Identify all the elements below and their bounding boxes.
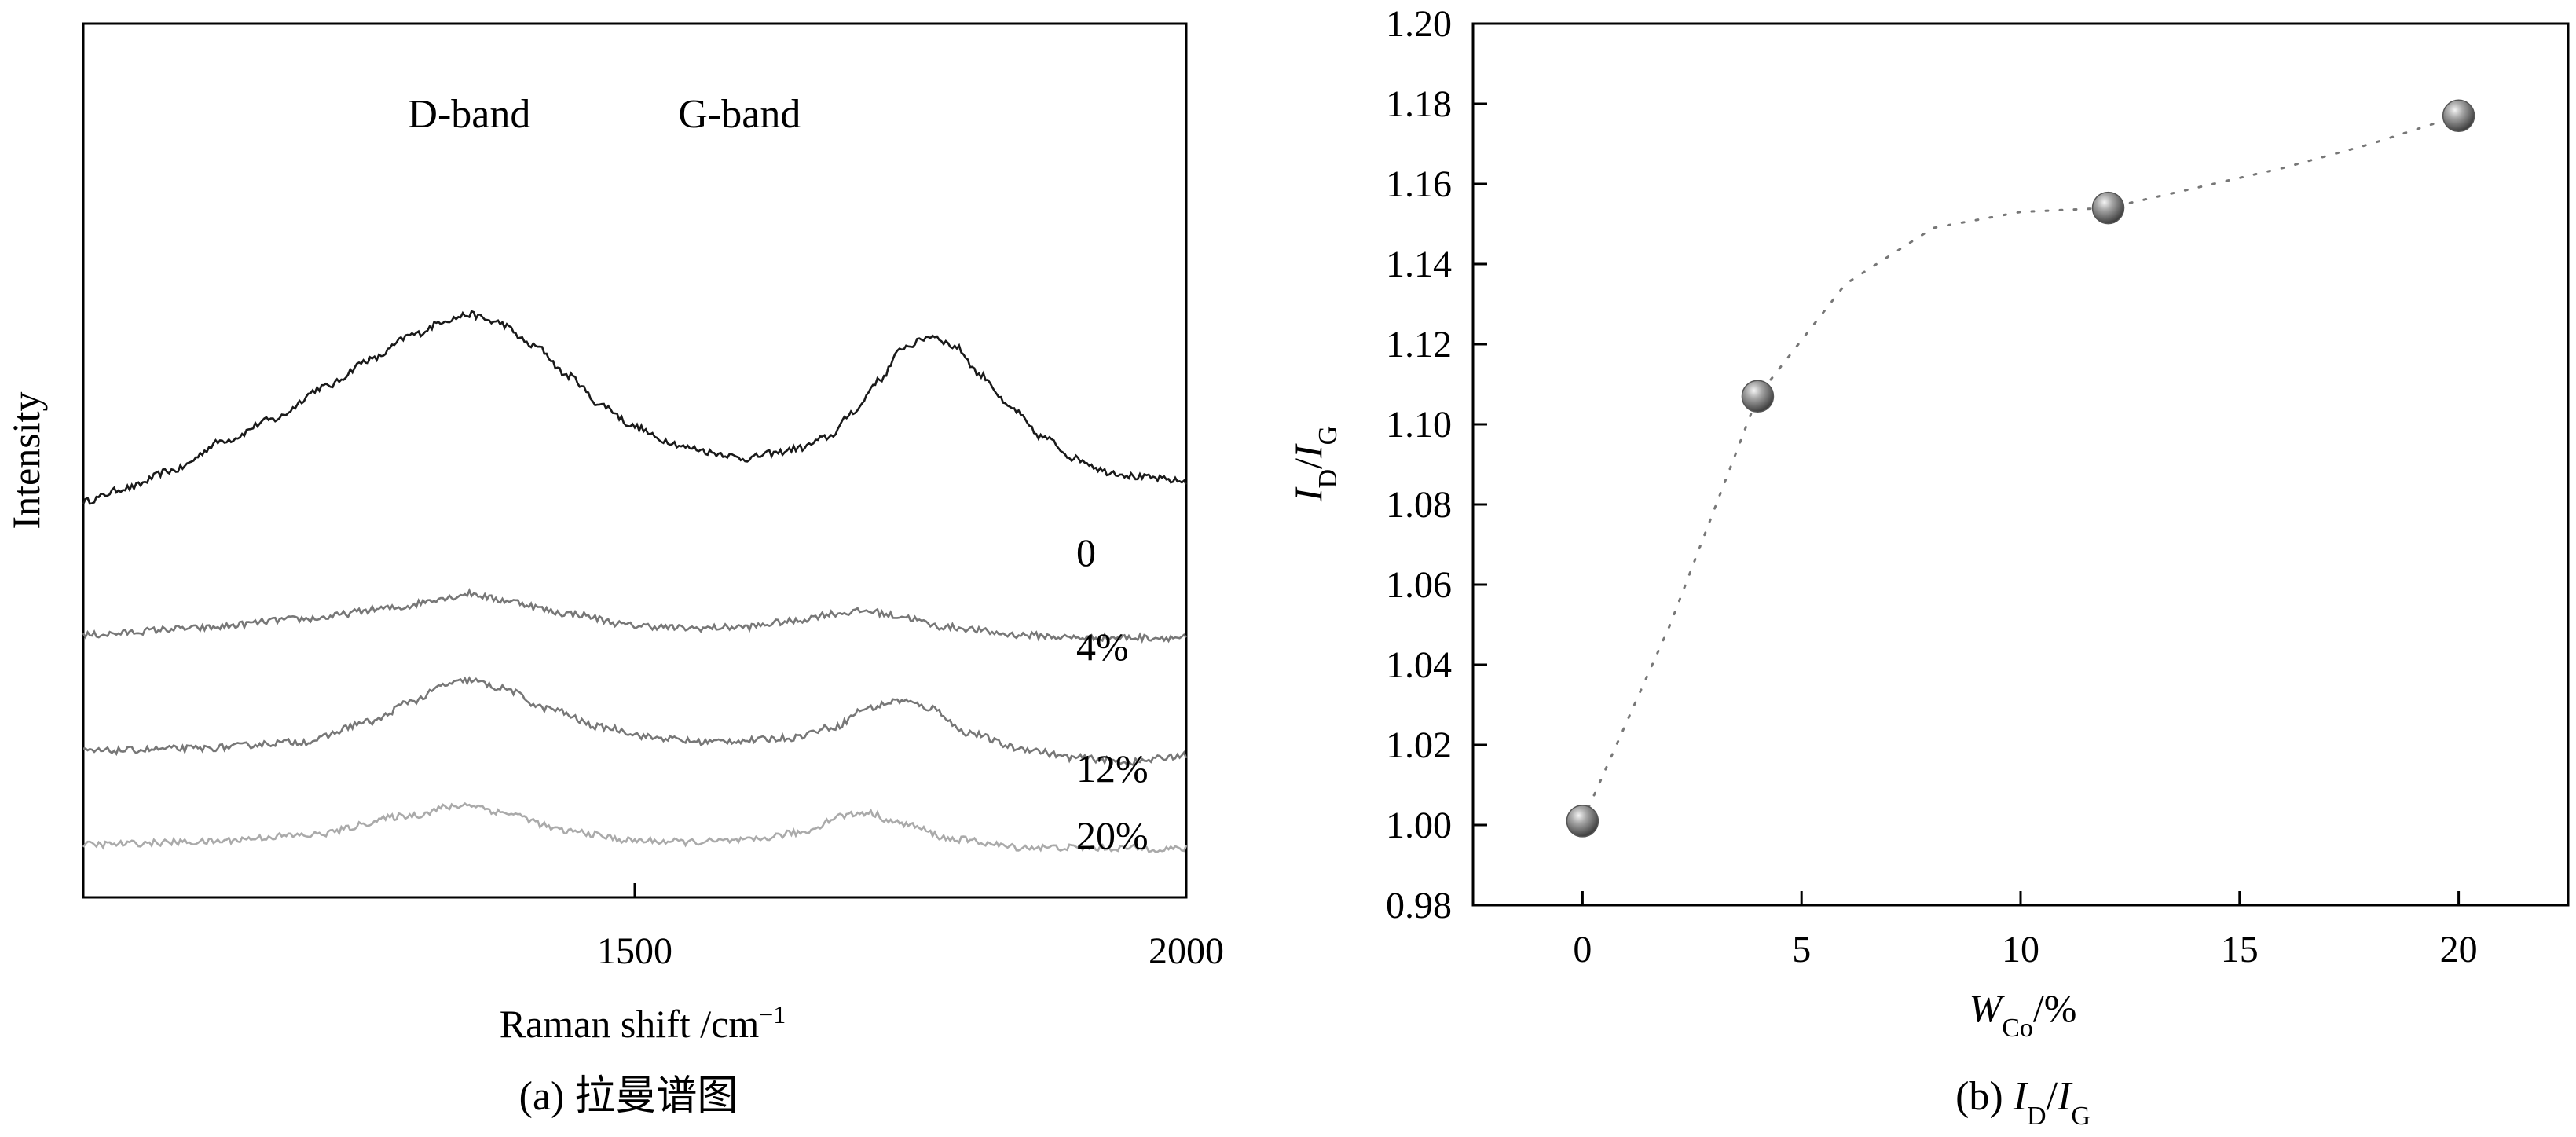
ratio-plot-frame (1471, 22, 2570, 907)
ratio-panel: 0.98 1.00 1.02 1.04 1.06 1.08 1.10 1.12 1.14 1.16… (1286, 3, 2570, 1131)
raman-series-line (82, 588, 1187, 644)
raman-peak-labels: D-band G-band (408, 92, 801, 137)
ratio-x-ticks: 0 5 10 15 20 (1573, 891, 2478, 970)
raman-series-label: 0 (1076, 530, 1096, 574)
ratio-y-tick-label: 1.06 (1386, 564, 1452, 606)
ratio-y-ticks: 0.98 1.00 1.02 1.04 1.06 1.08 1.10 1.12 1.14 1.16… (1386, 3, 1487, 926)
raman-x-tick-label: 1500 (597, 930, 672, 972)
ratio-y-tick-label: 1.00 (1386, 805, 1452, 846)
ratio-y-tick-label: 1.12 (1386, 324, 1452, 365)
raman-peak-label: G-band (678, 92, 801, 137)
ratio-trend-line (1581, 114, 2461, 823)
ratio-data-point (2091, 191, 2125, 225)
ratio-y-tick-label: 1.08 (1386, 484, 1452, 526)
ratio-data-point (1566, 805, 1599, 838)
ratio-data-points (1566, 99, 2475, 838)
ratio-x-tick-label: 20 (2440, 929, 2478, 970)
raman-peak-label: D-band (408, 92, 530, 137)
raman-plot-frame (82, 22, 1188, 899)
ratio-data-point (2442, 99, 2475, 133)
ratio-y-tick-label: 1.18 (1386, 83, 1452, 125)
ratio-x-tick-label: 0 (1573, 929, 1592, 970)
raman-caption: (a) 拉曼谱图 (519, 1074, 738, 1119)
ratio-x-tick-label: 10 (2002, 929, 2039, 970)
raman-panel: 1500 2000 D-band G-band 0 4% 12% 20% Raman sh… (4, 22, 1224, 1119)
ratio-x-tick-label: 15 (2221, 929, 2259, 970)
raman-y-axis-title: Intensity (4, 392, 48, 530)
ratio-y-tick-label: 1.20 (1386, 3, 1452, 45)
ratio-y-tick-label: 0.98 (1386, 885, 1452, 926)
raman-x-tick-label: 2000 (1149, 930, 1224, 972)
raman-series-label: 20% (1076, 813, 1149, 857)
ratio-x-axis-title: WCo/% (1970, 986, 2077, 1043)
ratio-y-tick-label: 1.02 (1386, 724, 1452, 766)
raman-series-label: 12% (1076, 746, 1149, 790)
raman-series-line (83, 676, 1188, 767)
raman-series-line (82, 310, 1188, 505)
ratio-x-tick-label: 5 (1792, 929, 1811, 970)
ratio-y-axis-title: ID/IG (1286, 426, 1343, 502)
raman-series-label: 4% (1076, 625, 1129, 669)
raman-x-axis-title: Raman shift /cm−1 (500, 1000, 786, 1046)
raman-series-line (82, 801, 1188, 853)
ratio-y-tick-label: 1.10 (1386, 404, 1452, 446)
ratio-data-point (1741, 380, 1775, 413)
ratio-y-tick-label: 1.04 (1386, 644, 1452, 686)
ratio-caption: (b) ID/IG (1955, 1074, 2090, 1131)
raman-x-ticks: 1500 2000 (597, 883, 1224, 972)
ratio-y-tick-label: 1.16 (1386, 163, 1452, 205)
ratio-y-tick-label: 1.14 (1386, 244, 1452, 285)
raman-series-labels: 0 4% 12% 20% (1076, 530, 1149, 857)
raman-series-group (82, 310, 1188, 853)
